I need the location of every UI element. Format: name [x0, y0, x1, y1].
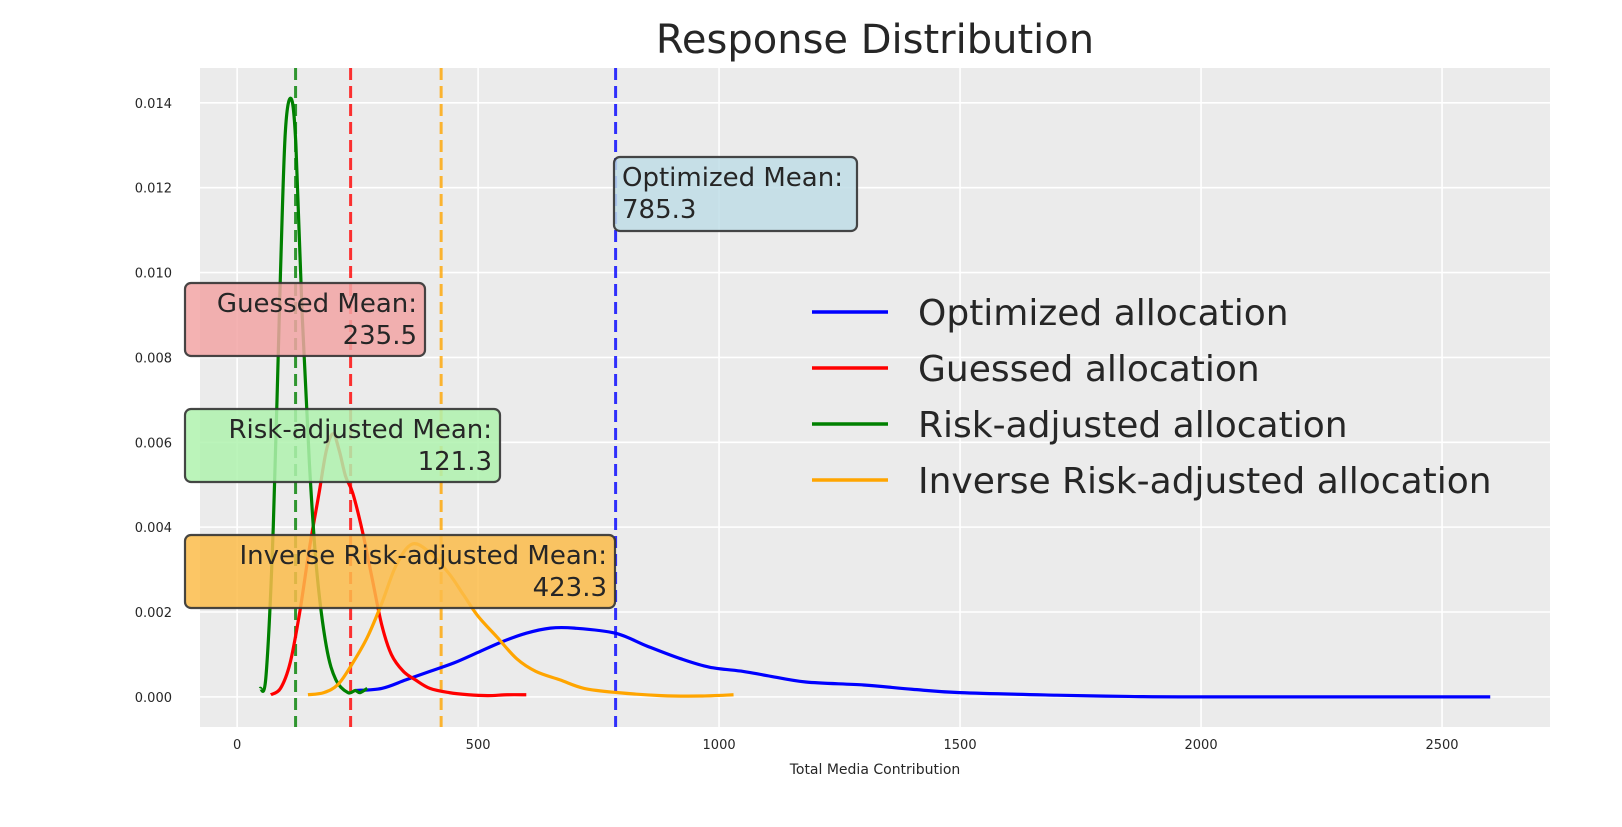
- legend-item: Inverse Risk-adjusted allocation: [812, 461, 1492, 502]
- mean-annotation: Guessed Mean:235.5: [183, 281, 427, 358]
- annotation-box: [612, 155, 859, 233]
- axis-ticks: 0 500 1000 1500 2000 2500 0.000 0.002 0.004 0.006…: [135, 97, 1459, 753]
- annotation-value: 423.3: [533, 573, 607, 603]
- y-tick-label: 0.000: [135, 691, 172, 706]
- legend-label: Risk-adjusted allocation: [918, 405, 1348, 446]
- grid: [200, 68, 1550, 727]
- mean-annotations: Optimized Mean:785.3 Guessed Mean:235.5 Ri…: [183, 155, 859, 610]
- annotation-label: Inverse Risk-adjusted Mean:: [239, 541, 607, 571]
- x-tick-label: 0: [233, 738, 241, 753]
- y-tick-label: 0.012: [135, 182, 172, 197]
- legend-label: Inverse Risk-adjusted allocation: [918, 461, 1492, 502]
- legend-item: Guessed allocation: [812, 349, 1260, 390]
- annotation-label: Optimized Mean:: [622, 163, 843, 193]
- legend: Optimized allocation Guessed allocation Ri…: [812, 293, 1492, 502]
- y-tick-label: 0.014: [135, 97, 172, 112]
- mean-annotation: Inverse Risk-adjusted Mean:423.3: [183, 533, 617, 610]
- y-tick-label: 0.004: [135, 521, 172, 536]
- annotation-box: [183, 533, 617, 610]
- x-tick-label: 2000: [1185, 738, 1218, 753]
- mean-annotation: Risk-adjusted Mean:121.3: [183, 407, 502, 484]
- legend-item: Optimized allocation: [812, 293, 1289, 334]
- chart-title: Response Distribution: [656, 17, 1094, 63]
- annotation-box: [183, 407, 502, 484]
- annotation-box: [183, 281, 427, 358]
- x-tick-label: 500: [466, 738, 491, 753]
- annotation-value: 785.3: [622, 195, 696, 225]
- y-tick-label: 0.002: [135, 606, 172, 621]
- x-tick-label: 1000: [703, 738, 736, 753]
- annotation-label: Risk-adjusted Mean:: [228, 415, 492, 445]
- legend-label: Optimized allocation: [918, 293, 1289, 334]
- annotation-value: 235.5: [343, 321, 417, 351]
- y-tick-label: 0.006: [135, 436, 172, 451]
- x-axis-label: Total Media Contribution: [789, 762, 961, 778]
- annotation-label: Guessed Mean:: [217, 289, 417, 319]
- x-tick-label: 1500: [944, 738, 977, 753]
- y-tick-label: 0.008: [135, 351, 172, 366]
- legend-item: Risk-adjusted allocation: [812, 405, 1348, 446]
- x-tick-label: 2500: [1425, 738, 1458, 753]
- y-tick-label: 0.010: [135, 267, 172, 282]
- density-curve: [355, 625, 1491, 699]
- plot-background: [200, 68, 1550, 727]
- mean-annotation: Optimized Mean:785.3: [612, 155, 859, 233]
- legend-label: Guessed allocation: [918, 349, 1260, 390]
- annotation-value: 121.3: [418, 447, 492, 477]
